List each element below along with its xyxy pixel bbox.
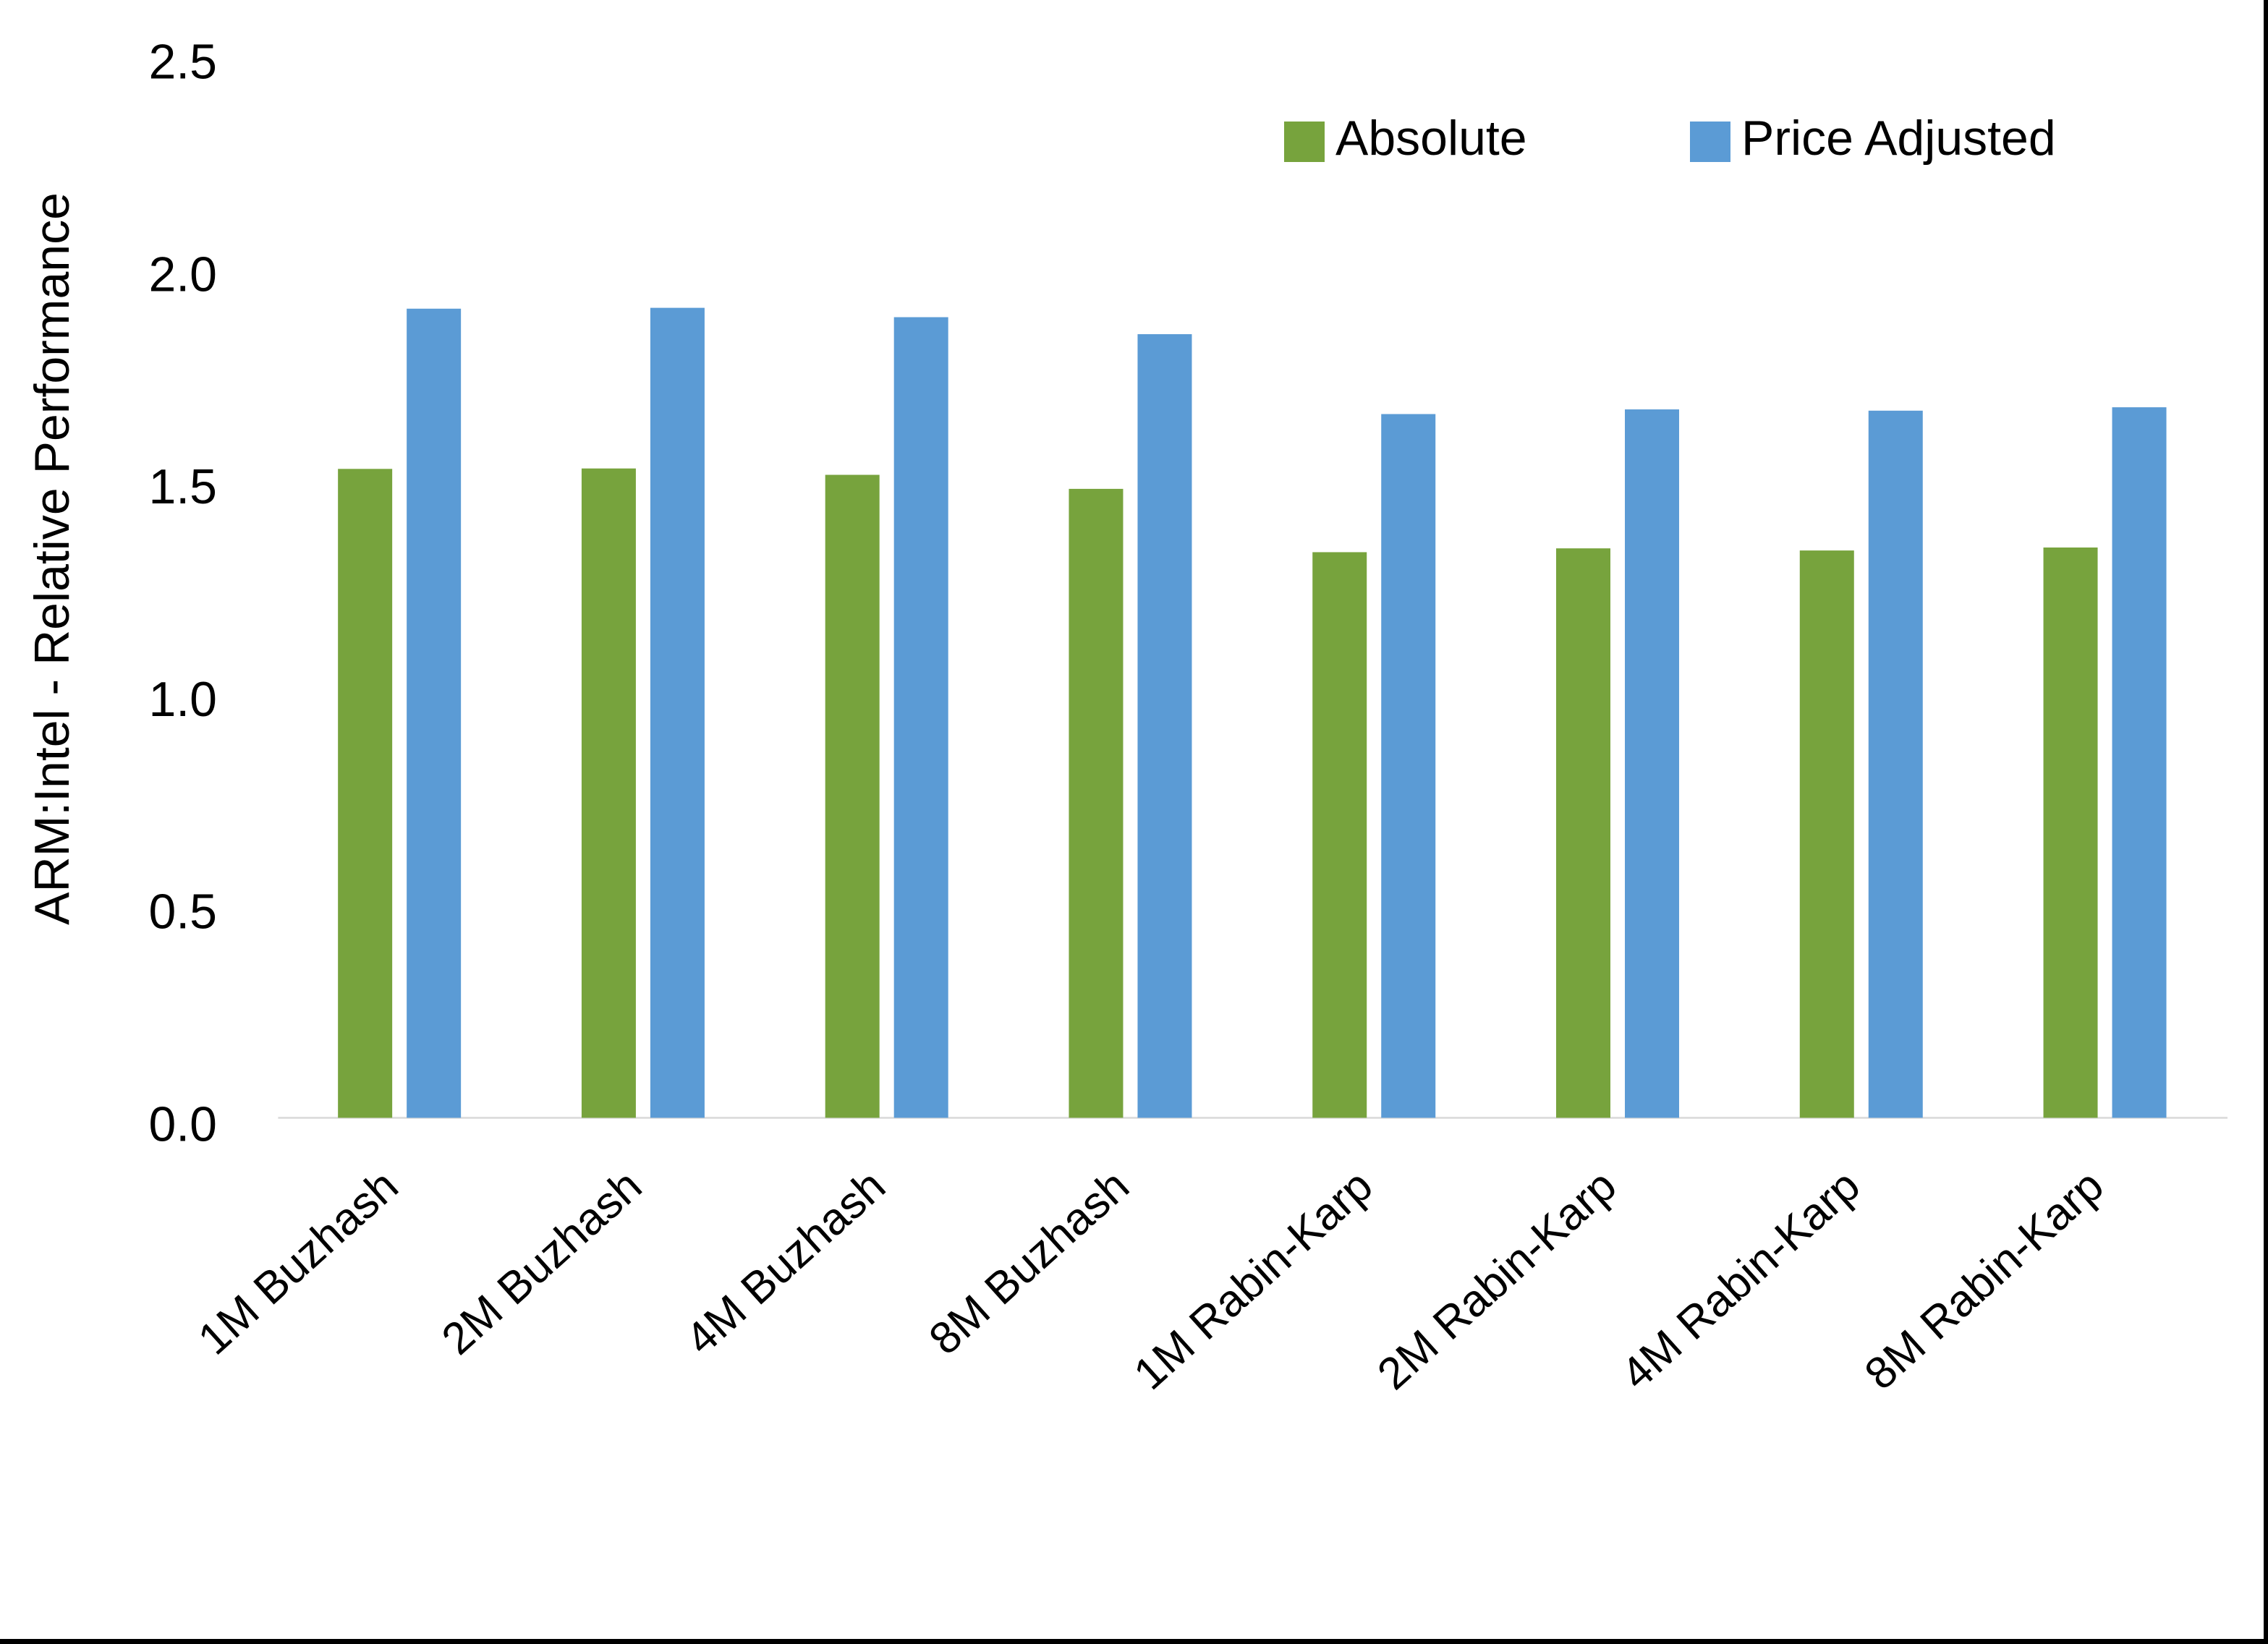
svg-text:8M Buzhash: 8M Buzhash bbox=[920, 1161, 1139, 1365]
svg-text:2M Buzhash: 2M Buzhash bbox=[433, 1161, 651, 1365]
svg-text:4M Rabin-Karp: 4M Rabin-Karp bbox=[1612, 1161, 1869, 1400]
svg-text:0.0: 0.0 bbox=[148, 1097, 217, 1152]
svg-text:4M Buzhash: 4M Buzhash bbox=[676, 1161, 895, 1365]
svg-text:2M Rabin-Karp: 2M Rabin-Karp bbox=[1368, 1161, 1626, 1400]
svg-text:1.5: 1.5 bbox=[148, 459, 217, 514]
svg-text:Absolute: Absolute bbox=[1335, 111, 1527, 166]
svg-text:1M Buzhash: 1M Buzhash bbox=[189, 1161, 407, 1365]
svg-text:2.0: 2.0 bbox=[148, 247, 217, 302]
svg-text:8M Rabin-Karp: 8M Rabin-Karp bbox=[1856, 1161, 2113, 1400]
svg-text:1M Rabin-Karp: 1M Rabin-Karp bbox=[1125, 1161, 1383, 1400]
svg-text:Price Adjusted: Price Adjusted bbox=[1741, 111, 2056, 166]
svg-text:1.0: 1.0 bbox=[148, 672, 217, 727]
svg-text:0.5: 0.5 bbox=[148, 885, 217, 940]
svg-text:ARM:Intel - Relative Performan: ARM:Intel - Relative Performance bbox=[25, 192, 80, 925]
svg-text:2.5: 2.5 bbox=[148, 35, 217, 90]
